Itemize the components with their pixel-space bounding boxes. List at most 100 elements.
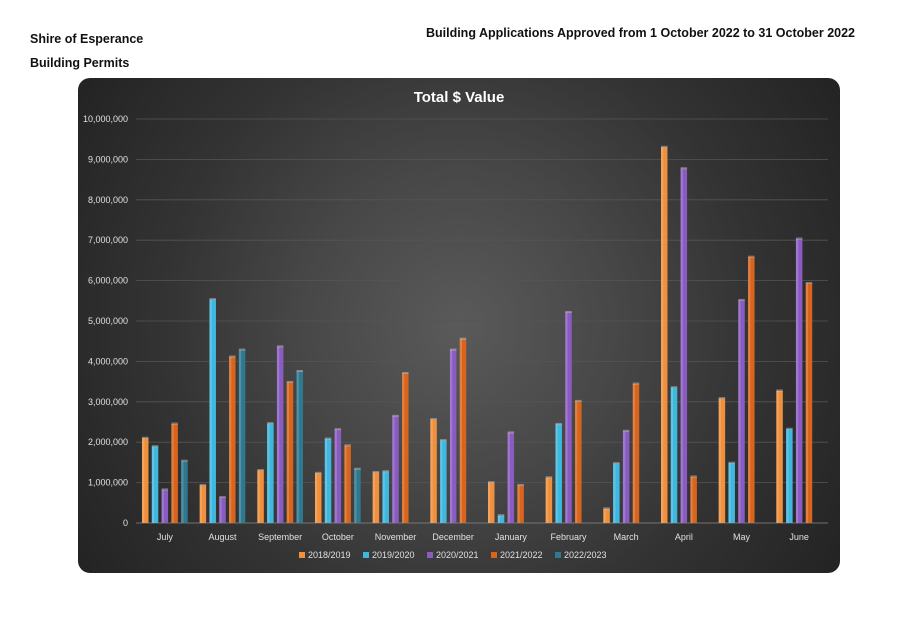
bar — [786, 429, 793, 523]
bar — [632, 384, 640, 523]
bar-highlight — [151, 446, 155, 523]
bar — [238, 350, 246, 523]
bar-cap — [670, 386, 678, 389]
bar-cap — [795, 237, 803, 240]
bar — [622, 431, 630, 523]
bar — [670, 387, 678, 523]
bar-highlight — [680, 168, 683, 523]
x-tick-label: October — [322, 532, 354, 542]
bar-highlight — [296, 371, 299, 523]
bar — [296, 371, 304, 523]
bar — [680, 168, 688, 523]
bar-highlight — [440, 440, 443, 523]
bar — [507, 432, 515, 523]
bar-cap — [555, 422, 562, 425]
legend-swatch — [299, 552, 305, 558]
bar-cap — [728, 461, 735, 464]
bar-highlight — [660, 147, 664, 523]
legend-label: 2022/2023 — [564, 550, 607, 560]
bar-highlight — [690, 476, 693, 523]
bar-chart: Total $ Value 0 1,000,000 2,000,000 3,000,00… — [83, 89, 828, 560]
bar — [497, 515, 505, 523]
bar-highlight — [219, 497, 222, 523]
bar-highlight — [459, 339, 462, 523]
x-tick-label: September — [258, 532, 302, 542]
bar-cap — [334, 428, 342, 431]
bar-highlight — [487, 482, 491, 523]
bar-cap — [449, 348, 457, 351]
bar-cap — [613, 462, 620, 465]
bar-highlight — [718, 398, 721, 523]
x-tick-label: February — [550, 532, 587, 542]
y-tick-label: 6,000,000 — [88, 276, 128, 286]
bar-highlight — [171, 424, 174, 523]
bar-cap — [238, 348, 246, 351]
bar-highlight — [382, 471, 385, 523]
y-tick-label: 5,000,000 — [88, 316, 128, 326]
legend-swatch — [363, 552, 369, 558]
bar-highlight — [334, 429, 337, 523]
bar — [209, 299, 216, 523]
bar — [459, 339, 467, 523]
bar-highlight — [392, 416, 395, 523]
bar-cap — [497, 514, 505, 517]
bar-cap — [805, 281, 813, 284]
bar-cap — [392, 414, 399, 417]
x-tick-label: May — [733, 532, 751, 542]
bar-cap — [517, 483, 524, 486]
bar-cap — [440, 439, 447, 442]
bar-highlight — [372, 472, 375, 523]
bar-highlight — [632, 384, 635, 523]
y-tick-label: 9,000,000 — [88, 154, 128, 164]
bar-highlight — [517, 485, 520, 523]
bar-highlight — [181, 461, 184, 523]
bar — [181, 461, 188, 523]
bar — [276, 346, 284, 523]
bar-cap — [622, 429, 630, 432]
chart-panel: Total $ Value 0 1,000,000 2,000,000 3,000,00… — [78, 78, 840, 573]
bar — [603, 508, 610, 523]
bar-cap — [181, 459, 188, 462]
legend-label: 2021/2022 — [500, 550, 543, 560]
legend-label: 2018/2019 — [308, 550, 351, 560]
bar — [267, 423, 274, 523]
y-tick-label: 3,000,000 — [88, 397, 128, 407]
bar — [199, 485, 207, 523]
bar-cap — [344, 444, 351, 447]
bar — [738, 300, 745, 523]
x-tick-label: August — [208, 532, 237, 542]
bar-highlight — [161, 489, 164, 523]
bar-highlight — [430, 419, 433, 523]
bar-cap — [786, 427, 793, 430]
bar-highlight — [267, 423, 270, 523]
bar — [171, 424, 178, 523]
bar-cap — [603, 507, 610, 510]
x-tick-label: July — [157, 532, 174, 542]
bar — [402, 373, 409, 523]
legend-swatch — [491, 552, 497, 558]
bar — [690, 476, 697, 523]
bar-highlight — [354, 469, 357, 523]
bar-highlight — [728, 463, 731, 523]
bar-cap — [286, 380, 294, 383]
bar-highlight — [613, 463, 616, 523]
bar-cap — [276, 345, 284, 348]
x-tick-label: November — [375, 532, 417, 542]
bar-highlight — [603, 508, 606, 523]
bar-highlight — [141, 438, 145, 523]
bar-highlight — [805, 283, 808, 523]
report-title: Building Applications Approved from 1 Oc… — [425, 26, 855, 40]
bar — [354, 469, 361, 523]
bar — [545, 477, 553, 523]
y-tick-label: 0 — [123, 518, 128, 528]
y-tick-label: 7,000,000 — [88, 235, 128, 245]
bar-cap — [324, 437, 332, 440]
bar-cap — [382, 470, 389, 473]
bar-cap — [151, 445, 159, 448]
bar-cap — [209, 298, 216, 301]
bar-cap — [575, 399, 582, 402]
bar — [430, 419, 437, 523]
x-tick-label: January — [495, 532, 528, 542]
bar-cap — [776, 389, 783, 392]
bar — [795, 238, 803, 523]
